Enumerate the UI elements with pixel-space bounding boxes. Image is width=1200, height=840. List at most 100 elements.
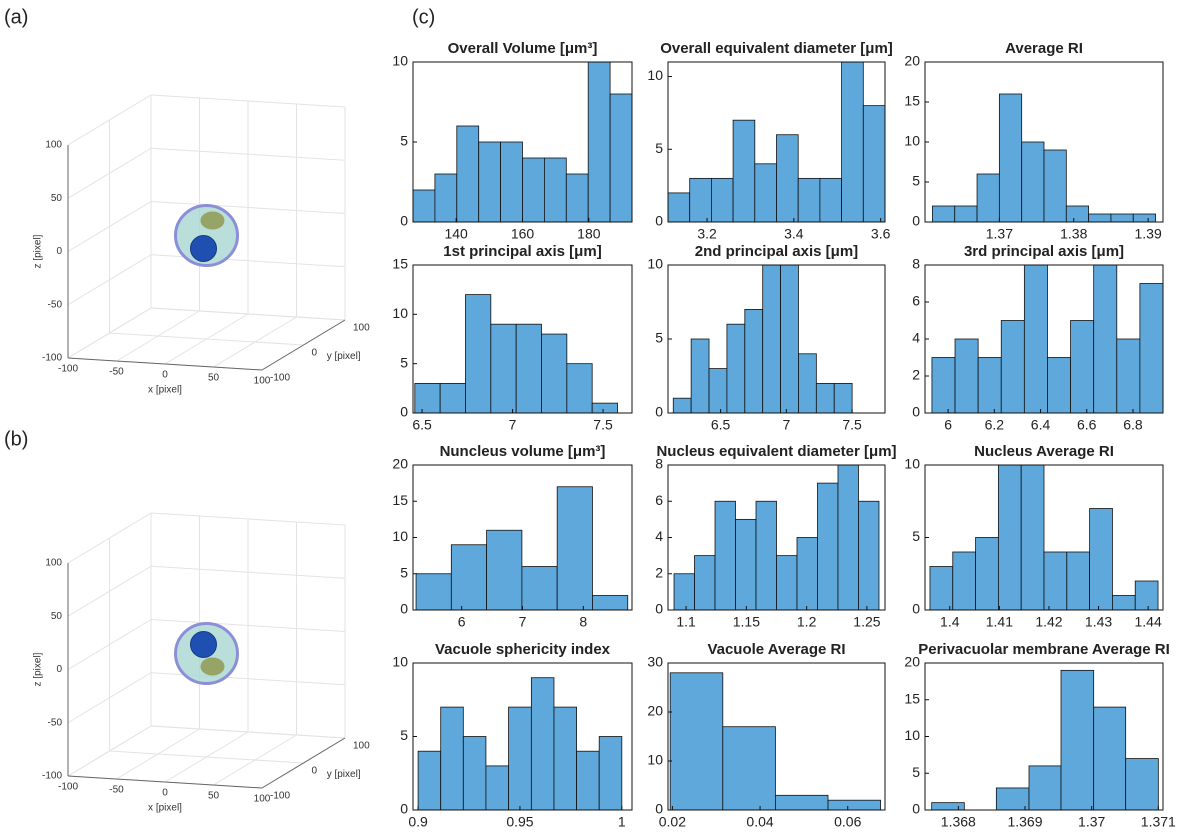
- y-axis-label: y [pixel]: [327, 769, 361, 780]
- x-tick-label: 1.38: [1060, 226, 1087, 242]
- bar: [439, 382, 466, 414]
- axis-line: [261, 319, 346, 371]
- bar: [708, 368, 728, 414]
- grid-line: [67, 307, 152, 359]
- vacuole: [200, 657, 225, 676]
- bar: [931, 357, 956, 414]
- x-tick-label: 0.04: [746, 814, 773, 830]
- x-tick-label: 50: [208, 791, 220, 802]
- chart-title: Nucleus equivalent diameter [μm]: [656, 443, 896, 460]
- x-tick-label: 0.9: [408, 814, 428, 830]
- y-tick-label: 0: [312, 766, 318, 777]
- z-tick-label: -50: [48, 717, 63, 728]
- nucleus: [190, 631, 217, 658]
- bar: [954, 205, 978, 223]
- y-tick-label: 100: [353, 741, 370, 752]
- x-tick-label: 1.41: [986, 614, 1013, 630]
- x-tick-label: 1.42: [1035, 614, 1062, 630]
- y-tick-label: -100: [270, 791, 290, 802]
- bar: [415, 573, 452, 611]
- bar: [1065, 205, 1090, 223]
- grid-line: [150, 147, 346, 161]
- x-tick-label: 6.4: [1031, 417, 1051, 433]
- bar: [690, 338, 710, 414]
- y-tick-label: 0: [655, 601, 663, 617]
- grid-line: [67, 725, 152, 777]
- y-tick-label: -100: [270, 373, 290, 384]
- bar: [1060, 669, 1095, 811]
- y-tick-label: 0: [655, 801, 663, 817]
- y-tick-label: 10: [904, 727, 920, 743]
- x-tick-label: 1.25: [853, 614, 880, 630]
- bar: [995, 787, 1030, 811]
- y-tick-label: 10: [647, 256, 663, 272]
- grid-line: [67, 201, 152, 252]
- bar: [591, 402, 618, 414]
- x-axis-label: x [pixel]: [148, 385, 182, 396]
- bar: [565, 173, 589, 223]
- grid-line: [150, 201, 346, 214]
- z-tick-label: -100: [42, 771, 62, 782]
- bar: [954, 338, 979, 414]
- bar: [434, 173, 458, 223]
- x-tick-label: 1.371: [1141, 814, 1176, 830]
- y-tick-label: 10: [392, 53, 408, 69]
- nucleus: [190, 235, 217, 262]
- y-axis-label: y [pixel]: [327, 351, 361, 362]
- bar: [465, 294, 492, 414]
- bar: [417, 750, 442, 811]
- bar: [998, 93, 1023, 223]
- bar: [827, 799, 882, 811]
- y-tick-label: 15: [904, 93, 920, 109]
- x-tick-label: 7.5: [842, 417, 862, 433]
- bar: [500, 141, 523, 223]
- chart-title: 1st principal axis [μm]: [443, 243, 601, 260]
- grid-line: [67, 254, 152, 306]
- chart-title: Vacuole sphericity index: [435, 641, 611, 658]
- bar: [722, 726, 776, 811]
- x-tick-label: 1.43: [1085, 614, 1112, 630]
- bar: [673, 573, 695, 611]
- chart-title: 2nd principal axis [μm]: [695, 243, 858, 260]
- grid-line: [150, 307, 346, 321]
- bar: [1066, 551, 1091, 611]
- axis-line: [67, 357, 263, 371]
- axis-line: [261, 737, 346, 789]
- y-tick-label: 5: [655, 140, 663, 156]
- x-tick-label: 1.368: [941, 814, 976, 830]
- bar: [1043, 149, 1067, 223]
- bar: [819, 177, 843, 223]
- y-tick-label: 0: [912, 404, 920, 420]
- bar: [592, 595, 629, 611]
- bar: [515, 323, 542, 414]
- z-tick-label: 100: [45, 558, 62, 569]
- z-tick-label: 50: [51, 611, 63, 622]
- bar: [672, 397, 692, 414]
- bar: [798, 353, 817, 414]
- bar: [553, 706, 577, 811]
- x-tick-label: 160: [511, 226, 535, 242]
- x-tick-label: -50: [109, 785, 124, 796]
- y-tick-label: 10: [904, 456, 920, 472]
- y-tick-label: 0: [400, 404, 408, 420]
- z-tick-label: 0: [56, 246, 62, 257]
- y-tick-label: 2: [912, 367, 920, 383]
- bar: [478, 141, 502, 223]
- bar: [780, 264, 799, 414]
- x-tick-label: 140: [444, 226, 468, 242]
- y-tick-label: 5: [912, 528, 920, 544]
- x-tick-label: -100: [58, 364, 78, 375]
- y-tick-label: 4: [912, 330, 920, 346]
- bar: [440, 706, 464, 811]
- y-tick-label: 8: [655, 456, 663, 472]
- chart-title: Average RI: [1005, 40, 1083, 57]
- chart-title: 3rd principal axis [μm]: [964, 243, 1124, 260]
- x-tick-label: 0.95: [506, 814, 533, 830]
- bar: [1112, 595, 1136, 611]
- y-tick-label: 0: [400, 213, 408, 229]
- grid-line: [67, 565, 152, 617]
- bar: [929, 566, 954, 611]
- grid-line: [67, 147, 152, 199]
- y-tick-label: 15: [904, 690, 920, 706]
